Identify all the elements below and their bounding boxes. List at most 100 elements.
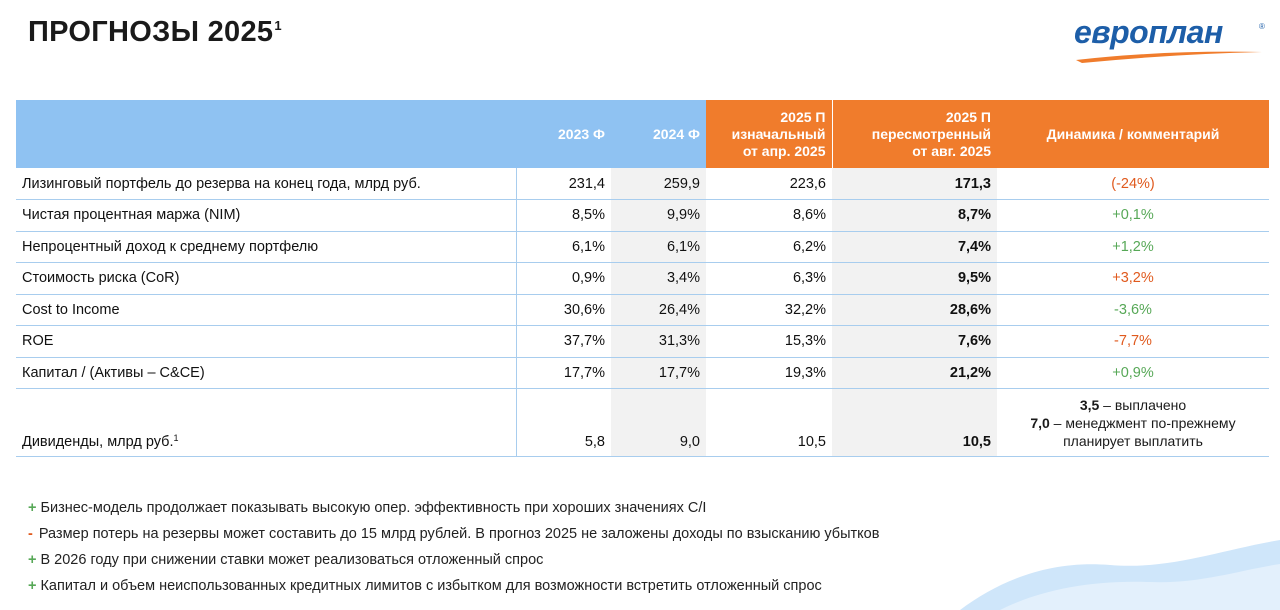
row-label: Лизинговый портфель до резерва на конец … [16, 168, 516, 200]
note-text: Капитал и объем неиспользованных кредитн… [40, 578, 822, 594]
cell-2023: 5,8 [515, 388, 611, 457]
title-footnote: 1 [274, 18, 282, 33]
note-text: Бизнес-модель продолжает показывать высо… [40, 500, 707, 516]
header-initial-line2: изначальный [731, 125, 826, 142]
cell-2025-initial: 32,2% [706, 294, 832, 326]
cell-2025-revised: 28,6% [832, 294, 997, 326]
cell-2025-revised: 9,5% [832, 262, 997, 295]
cell-2025-initial: 6,3% [706, 262, 832, 295]
dividends-comment-line1: 3,5 – выплачено [1003, 396, 1263, 414]
cell-2024: 17,7% [611, 357, 706, 389]
table-row-dividends: Дивиденды, млрд руб.1 5,8 9,0 10,5 10,5 … [16, 388, 1269, 457]
plus-marker: + [28, 552, 37, 568]
cell-2025-revised: 7,4% [832, 231, 997, 263]
cell-2025-initial: 19,3% [706, 357, 832, 389]
logo-registered-mark: ® [1259, 22, 1265, 31]
table-row: Лизинговый портфель до резерва на конец … [16, 168, 1269, 200]
cell-2023: 30,6% [515, 294, 611, 326]
logo-text: европлан [1074, 14, 1223, 50]
cell-2025-revised: 10,5 [832, 388, 997, 457]
dividends-label-text: Дивиденды, млрд руб. [22, 434, 174, 450]
cell-2025-revised: 171,3 [832, 168, 997, 200]
cell-2023: 6,1% [515, 231, 611, 263]
cell-comment: -3,6% [997, 294, 1269, 326]
note-item: + В 2026 году при снижении ставки может р… [28, 550, 879, 576]
note-item: - Размер потерь на резервы может составит… [28, 524, 879, 550]
table-header-row: 2023 Ф 2024 Ф 2025 П изначальный от апр.… [16, 100, 1269, 168]
cell-comment: +1,2% [997, 231, 1269, 263]
header-revised-line2: пересмотренный [871, 125, 991, 142]
table-row: Cost to Income 30,6% 26,4% 32,2% 28,6% -3,6% [16, 294, 1269, 326]
page-title-text: ПРОГНОЗЫ 2025 [28, 16, 274, 48]
row-label: Дивиденды, млрд руб.1 [16, 388, 516, 457]
header-comment: Динамика / комментарий [997, 100, 1269, 168]
header-indicator [16, 100, 516, 168]
row-label: Непроцентный доход к среднему портфелю [16, 231, 516, 263]
header-initial-line3: от апр. 2025 [742, 142, 826, 159]
cell-2023: 231,4 [515, 168, 611, 200]
page-title: ПРОГНОЗЫ 20251 [28, 16, 282, 49]
cell-2023: 37,7% [515, 325, 611, 358]
note-text: Размер потерь на резервы может составить… [38, 526, 880, 542]
note-item: + Капитал и объем неиспользованных кредит… [28, 576, 879, 602]
header-2023: 2023 Ф [516, 100, 611, 168]
cell-2023: 0,9% [515, 262, 611, 295]
cell-2024: 3,4% [611, 262, 706, 295]
dividends-comment-line3: планирует выплатить [1063, 432, 1203, 449]
logo-swoosh-icon [1076, 51, 1262, 63]
cell-2025-revised: 8,7% [832, 199, 997, 232]
note-item: + Бизнес-модель продолжает показывать выс… [28, 498, 879, 524]
row-label: Стоимость риска (CoR) [16, 262, 516, 295]
cell-2024: 9,0 [611, 388, 706, 457]
table-row: Чистая процентная маржа (NIM) 8,5% 9,9% 8,6… [16, 199, 1269, 232]
note-text: В 2026 году при снижении ставки может ре… [40, 552, 544, 568]
dividends-footnote: 1 [173, 433, 179, 443]
plus-marker: + [28, 578, 37, 594]
row-label: Cost to Income [16, 294, 516, 326]
cell-2025-initial: 15,3% [706, 325, 832, 358]
table-row: Непроцентный доход к среднему портфелю 6,… [16, 231, 1269, 263]
cell-comment: 3,5 – выплачено 7,0 – менеджмент по-преж… [997, 388, 1269, 457]
table-row: Стоимость риска (CoR) 0,9% 3,4% 6,3% 9,5% +3,… [16, 262, 1269, 295]
table-row: Капитал / (Активы – С&CE) 17,7% 17,7% 19,3%… [16, 357, 1269, 389]
cell-2025-initial: 6,2% [706, 231, 832, 263]
cell-comment: +0,1% [997, 199, 1269, 232]
row-label: Капитал / (Активы – С&CE) [16, 357, 516, 389]
forecast-table: 2023 Ф 2024 Ф 2025 П изначальный от апр.… [16, 100, 1269, 457]
header-2024: 2024 Ф [611, 100, 706, 168]
dividends-paid-text: – выплачено [1099, 396, 1187, 413]
header-2025-initial: 2025 П изначальный от апр. 2025 [706, 100, 832, 168]
cell-2023: 8,5% [515, 199, 611, 232]
cell-2025-revised: 21,2% [832, 357, 997, 389]
cell-2025-initial: 10,5 [706, 388, 832, 457]
cell-2025-initial: 223,6 [706, 168, 832, 200]
header-initial-line1: 2025 П [780, 108, 826, 125]
row-label: ROE [16, 325, 516, 358]
cell-2024: 6,1% [611, 231, 706, 263]
dividends-paid-value: 3,5 [1079, 396, 1100, 413]
dividends-planned-value: 7,0 [1030, 414, 1050, 431]
cell-comment: +3,2% [997, 262, 1269, 295]
notes-list: + Бизнес-модель продолжает показывать выс… [28, 498, 879, 602]
table-row: ROE 37,7% 31,3% 15,3% 7,6% -7,7% [16, 325, 1269, 358]
dividends-comment-line2: 7,0 – менеджмент по-прежнему [1003, 414, 1263, 432]
cell-2024: 26,4% [611, 294, 706, 326]
plus-marker: + [28, 500, 37, 516]
dividends-planned-text: – менеджмент по-прежнему [1049, 414, 1236, 431]
decorative-wave-icon [960, 540, 1280, 610]
cell-2025-revised: 7,6% [832, 325, 997, 358]
cell-2023: 17,7% [515, 357, 611, 389]
cell-2024: 259,9 [611, 168, 706, 200]
forecast-table-container: 2023 Ф 2024 Ф 2025 П изначальный от апр.… [16, 100, 1269, 457]
cell-2024: 31,3% [611, 325, 706, 358]
row-label: Чистая процентная маржа (NIM) [16, 199, 516, 232]
header-2025-revised: 2025 П пересмотренный от авг. 2025 [831, 100, 997, 168]
header-revised-line1: 2025 П [945, 108, 991, 125]
europlan-logo: европлан ® [1074, 14, 1270, 66]
cell-2024: 9,9% [611, 199, 706, 232]
cell-comment: +0,9% [997, 357, 1269, 389]
cell-comment: (-24%) [997, 168, 1269, 200]
cell-comment: -7,7% [997, 325, 1269, 358]
header-revised-line3: от авг. 2025 [912, 142, 991, 159]
minus-marker: - [28, 526, 33, 542]
